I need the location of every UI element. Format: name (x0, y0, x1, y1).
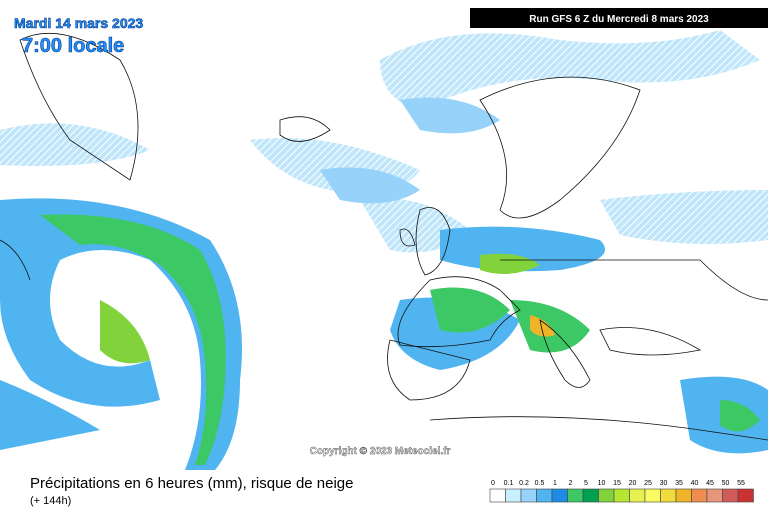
legend-label: 1 (553, 480, 557, 487)
map-date: Mardi 14 mars 2023 (14, 15, 143, 31)
footer-title: Précipitations en 6 heures (mm), risque … (30, 475, 354, 492)
legend-swatch (582, 488, 599, 503)
legend-swatch (660, 488, 677, 503)
legend-swatch (505, 488, 522, 503)
snow-areas (0, 30, 768, 253)
legend-swatch (598, 488, 615, 503)
legend-label: 0.5 (535, 480, 545, 487)
legend-swatch (691, 488, 708, 503)
legend-swatch (489, 488, 506, 503)
legend-swatch (629, 488, 646, 503)
precipitation (0, 97, 768, 471)
legend-label: 40 (691, 480, 699, 487)
legend-label: 2 (569, 480, 573, 487)
legend-label: 20 (629, 480, 637, 487)
legend-label: 15 (613, 480, 621, 487)
footer-lead: (+ 144h) (30, 495, 71, 507)
coastlines (0, 32, 768, 441)
legend-label: 10 (598, 480, 606, 487)
run-info: Run GFS 6 Z du Mercredi 8 mars 2023 (529, 14, 709, 25)
legend-swatch (567, 488, 584, 503)
legend-label: 0.2 (519, 480, 529, 487)
legend-label: 55 (737, 480, 745, 487)
legend: 0 0.1 0.2 0.5 1 2 5 10 15 20 25 30 35 40 45 50 55 (489, 480, 754, 503)
legend-swatch (536, 488, 553, 503)
legend-swatch (520, 488, 537, 503)
legend-swatch (675, 488, 692, 503)
legend-swatch (706, 488, 723, 503)
legend-swatch (737, 488, 754, 503)
legend-label: 25 (644, 480, 652, 487)
copyright: Copyright © 2023 Meteociel.fr (310, 446, 451, 457)
legend-label: 35 (675, 480, 683, 487)
legend-label: 0.1 (504, 480, 514, 487)
map-time: 7:00 locale (22, 35, 124, 57)
legend-label: 0 (491, 480, 495, 487)
legend-label: 50 (722, 480, 730, 487)
legend-label: 5 (584, 480, 588, 487)
legend-swatch (551, 488, 568, 503)
run-banner (470, 8, 768, 28)
legend-label: 30 (660, 480, 668, 487)
legend-label: 45 (706, 480, 714, 487)
legend-swatch (722, 488, 739, 503)
legend-swatch (644, 488, 661, 503)
legend-swatch (613, 488, 630, 503)
